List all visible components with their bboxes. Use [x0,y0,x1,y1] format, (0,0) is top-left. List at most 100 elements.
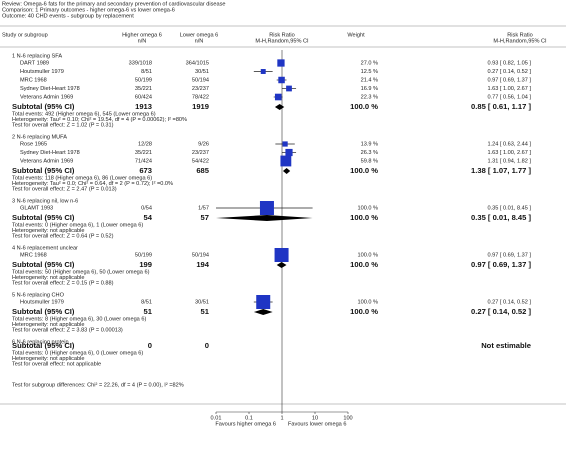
events: 60/424 [135,94,152,100]
heterogeneity: Heterogeneity: not applicable [12,228,84,234]
ci-text: 1.24 [ 0.63, 2.44 ] [487,141,531,147]
subtotal-weight: 100.0 % [350,213,378,222]
overall-effect: Test for overall effect: Z = 0.15 (P = 0… [12,280,114,286]
outcome: Outcome: 40 CHD events - subgroup by rep… [2,13,134,19]
total-events: Total events: 0 (Higher omega 6), 1 (Low… [12,222,143,228]
weight: 12.5 % [361,69,378,75]
column-header: Weight [347,32,365,38]
overall-effect: Test for overall effect: Z = 3.83 (P = 0… [12,327,123,333]
subtotal-n: 0 [205,341,209,350]
study-name: Veterans Admin 1969 [20,94,73,100]
events: 30/51 [195,299,209,305]
tick-label: 10 [312,415,318,421]
subtotal-ci: 0.27 [ 0.14, 0.52 ] [471,307,531,316]
study-name: Houtsmuller 1979 [20,299,64,305]
subtotal-diamond [216,215,313,221]
weight: 100.0 % [357,205,378,211]
events: 78/422 [192,94,209,100]
favours-right: Favours lower omega 6 [288,421,346,427]
subtotal-ci: 0.35 [ 0.01, 8.45 ] [471,213,531,222]
study-marker [274,93,282,101]
ci-text: 0.93 [ 0.82, 1.05 ] [487,60,531,66]
subtotal-weight: 100.0 % [350,260,378,269]
total-events: Total events: 8 (Higher omega 6), 30 (Lo… [12,316,146,322]
heterogeneity: Heterogeneity: not applicable [12,275,84,281]
comparison: Comparison: 1 Primary outcomes - higher … [2,7,175,13]
column-header: n/N [195,38,204,44]
subtotal-ci: 0.97 [ 0.69, 1.37 ] [471,260,531,269]
subtotal-n: 51 [201,307,210,316]
subtotal-weight: 100.0 % [350,307,378,316]
study-name: Rose 1965 [20,141,47,147]
heterogeneity: Heterogeneity: Tau² = 0.0; Chi² = 0.64, … [12,181,173,187]
events: 8/51 [141,299,152,305]
favours-left: Favours higher omega 6 [215,421,276,427]
column-header: Risk Ratio [269,32,295,38]
subtotal-n: 1919 [192,102,209,111]
study-marker [260,69,266,74]
weight: 16.9 % [361,86,378,92]
ci-text: 1.63 [ 1.00, 2.67 ] [487,150,531,156]
total-events: Total events: 50 (Higher omega 6), 50 (L… [12,269,150,275]
tick-label: 0.01 [211,415,222,421]
study-name: Sydney Diet-Heart 1978 [20,86,80,92]
overall-effect: Test for overall effect: Z = 2.47 (P = 0… [12,186,117,192]
events: 35/221 [135,150,152,156]
heterogeneity: Heterogeneity: Tau² = 0.10; Chi² = 19.54… [12,117,187,123]
events: 1/57 [198,205,209,211]
group-title: 3 N-6 replacing nil, low n-6 [12,198,78,204]
heterogeneity: Heterogeneity: not applicable [12,356,84,362]
study-marker [256,295,271,309]
ci-text: 0.35 [ 0.01, 8.45 ] [487,205,531,211]
overall-effect: Test for overall effect: Z = 1.02 (P = 0… [12,122,114,128]
column-header: M-H,Random,95% CI [255,38,309,44]
study-marker [286,85,292,92]
study-marker [274,248,289,262]
column-header: Higher omega 6 [122,32,162,38]
study-marker [277,59,285,67]
subtotal-n: 54 [144,213,153,222]
total-events: Total events: 118 (Higher omega 6), 86 (… [12,175,152,181]
subtotal-n: 199 [139,260,152,269]
tick-label: 0.1 [245,415,253,421]
subtotal-label: Subtotal (95% CI) [12,102,75,111]
events: 9/26 [198,141,209,147]
group-title: 6 N-6 replacing protein [12,339,69,345]
events: 364/1015 [186,60,209,66]
total-events: Total events: 492 (Higher omega 6), 545 … [12,111,156,117]
subtotal-n: 0 [148,341,152,350]
events: 12/28 [138,141,152,147]
total-events: Total events: 0 (Higher omega 6), 0 (Low… [12,350,143,356]
column-header: Risk Ratio [507,32,533,38]
events: 339/1018 [129,60,152,66]
group-title: 2 N-6 replacing MUFA [12,134,67,140]
subtotal-diamond [274,104,285,110]
ci-text: 1.63 [ 1.00, 2.67 ] [487,86,531,92]
subtotal-weight: 100.0 % [350,166,378,175]
subtotal-weight: 100.0 % [350,102,378,111]
study-marker [280,155,292,167]
tick-label: 100 [343,415,352,421]
events: 50/199 [135,77,152,83]
group-title: 4 N-6 replacement unclear [12,245,78,251]
weight: 21.4 % [361,77,378,83]
ci-text: 0.27 [ 0.14, 0.52 ] [487,69,531,75]
study-name: GLAMT 1993 [20,205,53,211]
study-name: MRC 1968 [20,252,47,258]
events: 71/424 [135,158,152,164]
review: Review: Omega-6 fats for the primary and… [2,1,226,7]
study-marker [278,76,285,84]
events: 50/199 [135,252,152,258]
events: 30/51 [195,69,209,75]
subtotal-n: 685 [196,166,209,175]
subtotal-label: Subtotal (95% CI) [12,341,75,350]
subtotal-n: 51 [144,307,153,316]
subtotal-diamond [276,262,287,268]
study-name: Veterans Admin 1969 [20,158,73,164]
overall-effect: Test for overall effect: Z = 0.64 (P = 0… [12,233,114,239]
weight: 26.3 % [361,150,378,156]
ci-text: 0.27 [ 0.14, 0.52 ] [487,299,531,305]
study-name: Sydney Diet-Heart 1978 [20,150,80,156]
subtotal-diamond [253,309,273,315]
